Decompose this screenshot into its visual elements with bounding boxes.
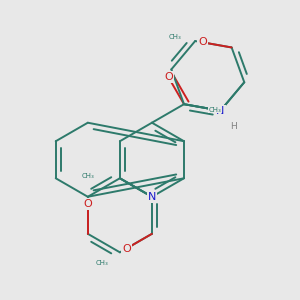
- Text: O: O: [198, 37, 207, 47]
- Text: CH₃: CH₃: [169, 34, 182, 40]
- Text: O: O: [83, 199, 92, 209]
- Text: N: N: [216, 106, 225, 116]
- Text: CH₃: CH₃: [96, 260, 109, 266]
- Text: H: H: [230, 122, 237, 131]
- Text: CH₃: CH₃: [208, 107, 221, 113]
- Text: O: O: [164, 72, 172, 82]
- Text: CH₃: CH₃: [81, 173, 94, 179]
- Text: N: N: [148, 192, 156, 202]
- Text: O: O: [122, 244, 131, 254]
